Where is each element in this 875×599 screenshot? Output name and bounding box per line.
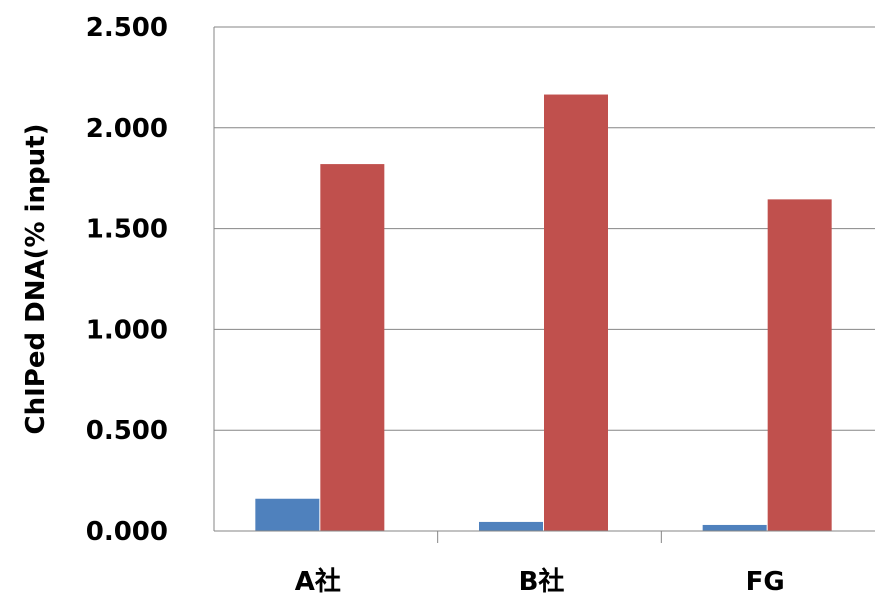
y-tick-label: 2.000	[86, 114, 168, 144]
x-category-labels: A社 B社 FG	[295, 566, 785, 597]
axes	[213, 27, 875, 543]
bar-series2-2	[544, 94, 608, 531]
x-category-label: FG	[746, 567, 785, 597]
y-tick-label: 0.000	[86, 517, 168, 547]
x-category-label: A社	[295, 566, 341, 597]
y-tick-label: 2.500	[86, 13, 168, 43]
y-axis-title: ChIPed DNA(% input)	[21, 124, 51, 435]
bar-series1-2	[479, 521, 543, 531]
y-tick-label: 1.500	[86, 215, 168, 245]
bars	[255, 94, 832, 532]
bar-series2-1	[320, 164, 385, 531]
x-category-label: B社	[519, 566, 565, 597]
y-tick-label: 0.500	[86, 416, 168, 446]
bar-series2-3	[767, 199, 832, 532]
bar-series1-1	[255, 498, 320, 531]
bar-series1-3	[702, 524, 767, 531]
y-tick-labels: 0.000 0.500 1.000 1.500 2.000 2.500	[86, 13, 168, 547]
y-tick-label: 1.000	[86, 315, 168, 345]
